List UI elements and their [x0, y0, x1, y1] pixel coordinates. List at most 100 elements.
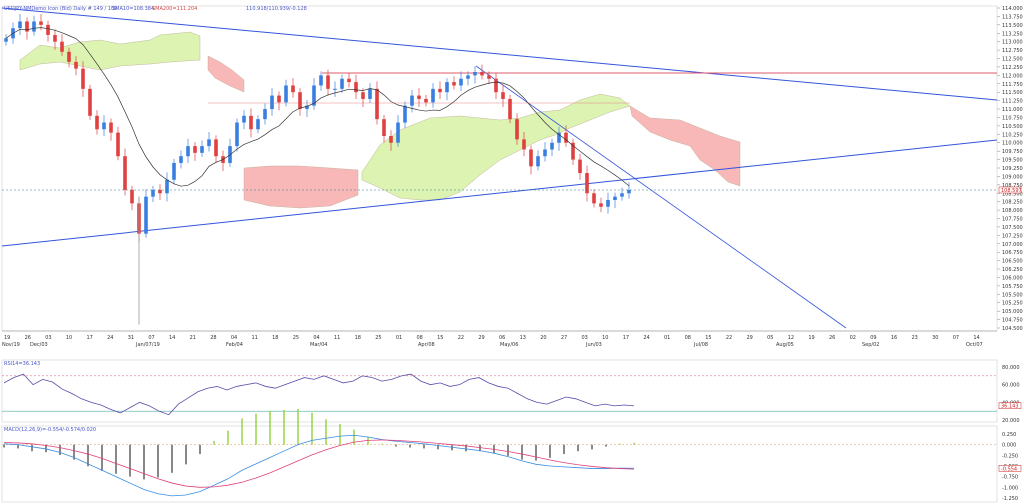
candle[interactable]: [452, 76, 456, 90]
candle[interactable]: [18, 14, 22, 35]
candle[interactable]: [312, 78, 316, 110]
candle[interactable]: [151, 185, 155, 203]
candle[interactable]: [354, 74, 358, 99]
macd-tick-label: -0.250: [1002, 453, 1018, 459]
candle[interactable]: [536, 150, 540, 171]
candle[interactable]: [102, 115, 106, 136]
candle[interactable]: [123, 148, 127, 196]
candle[interactable]: [32, 15, 36, 36]
candle[interactable]: [186, 138, 190, 163]
candle[interactable]: [326, 69, 330, 96]
candle[interactable]: [571, 138, 575, 165]
macd-tick-label: 0.000: [1002, 443, 1016, 449]
candle[interactable]: [389, 130, 393, 151]
candle[interactable]: [599, 197, 603, 213]
candle[interactable]: [67, 47, 71, 68]
candle[interactable]: [403, 101, 407, 128]
macd-current-label: -0.554: [1001, 466, 1017, 472]
candle[interactable]: [480, 64, 484, 80]
candle[interactable]: [515, 113, 519, 145]
candle[interactable]: [25, 17, 29, 40]
candle[interactable]: [375, 81, 379, 125]
price-panel[interactable]: USDJPY-NMDemo Icon (Bid) Daily # 149 / 1…: [1, 5, 1023, 348]
candle[interactable]: [158, 184, 162, 200]
candle-body: [515, 119, 519, 140]
candle[interactable]: [214, 135, 218, 163]
macd-panel[interactable]: MACD(12,26,9)=-0.554/-0.574/0.020 0.250 0…: [1, 408, 1022, 503]
candle[interactable]: [242, 110, 246, 130]
candle-body: [389, 136, 393, 143]
candle[interactable]: [270, 88, 274, 116]
date-tick-label: 10: [602, 335, 608, 341]
candle[interactable]: [172, 158, 176, 184]
price-tick-label: 113.750: [1002, 14, 1023, 20]
candle[interactable]: [207, 131, 211, 152]
candle[interactable]: [4, 34, 8, 46]
candle[interactable]: [438, 81, 442, 99]
candle[interactable]: [557, 126, 561, 151]
candle[interactable]: [277, 91, 281, 111]
candle-body: [158, 189, 162, 194]
candle[interactable]: [74, 56, 78, 76]
candle[interactable]: [431, 83, 435, 108]
candle[interactable]: [88, 84, 92, 120]
candle[interactable]: [487, 71, 491, 85]
candle[interactable]: [95, 110, 99, 135]
candle[interactable]: [459, 71, 463, 91]
candle[interactable]: [263, 103, 267, 125]
candle[interactable]: [368, 83, 372, 103]
candle[interactable]: [501, 84, 505, 108]
candle[interactable]: [445, 78, 449, 101]
candle-body: [172, 162, 176, 180]
candle[interactable]: [508, 94, 512, 124]
rsi-panel[interactable]: RSI14=36.143 80.00060.00040.00020.00036.…: [1, 359, 1022, 424]
candle[interactable]: [81, 61, 85, 97]
candle[interactable]: [361, 88, 365, 108]
candle-body: [368, 88, 372, 99]
candle[interactable]: [550, 138, 554, 157]
candle[interactable]: [46, 20, 50, 42]
macd-line: [3, 434, 635, 497]
candle[interactable]: [543, 142, 547, 162]
candle[interactable]: [319, 71, 323, 91]
candle[interactable]: [284, 79, 288, 107]
candle[interactable]: [494, 73, 498, 99]
candle[interactable]: [347, 73, 351, 88]
candle[interactable]: [473, 66, 477, 84]
candle[interactable]: [249, 108, 253, 138]
candle[interactable]: [340, 74, 344, 93]
candle[interactable]: [144, 189, 148, 238]
candle[interactable]: [613, 192, 617, 209]
candle[interactable]: [564, 125, 568, 147]
candle[interactable]: [193, 142, 197, 161]
candle[interactable]: [165, 172, 169, 202]
candle[interactable]: [53, 29, 57, 50]
candle[interactable]: [396, 115, 400, 147]
candle[interactable]: [578, 153, 582, 180]
candle-body: [347, 78, 351, 83]
candle[interactable]: [291, 78, 295, 98]
candle[interactable]: [424, 94, 428, 107]
candle[interactable]: [298, 88, 302, 116]
candle[interactable]: [179, 150, 183, 169]
candle[interactable]: [466, 71, 470, 86]
candle[interactable]: [333, 81, 337, 97]
candle[interactable]: [200, 140, 204, 157]
candle[interactable]: [382, 115, 386, 143]
candle[interactable]: [256, 115, 260, 134]
candle[interactable]: [109, 118, 113, 141]
candle[interactable]: [417, 88, 421, 108]
candle[interactable]: [529, 145, 533, 175]
candle-body: [277, 95, 281, 103]
candle[interactable]: [627, 182, 631, 199]
candle[interactable]: [116, 126, 120, 161]
candle[interactable]: [620, 187, 624, 201]
candle[interactable]: [606, 192, 610, 214]
candle[interactable]: [522, 131, 526, 157]
candle[interactable]: [305, 99, 309, 118]
candle[interactable]: [60, 34, 64, 56]
candle[interactable]: [592, 189, 596, 208]
candle[interactable]: [585, 165, 589, 202]
candle[interactable]: [235, 118, 239, 152]
